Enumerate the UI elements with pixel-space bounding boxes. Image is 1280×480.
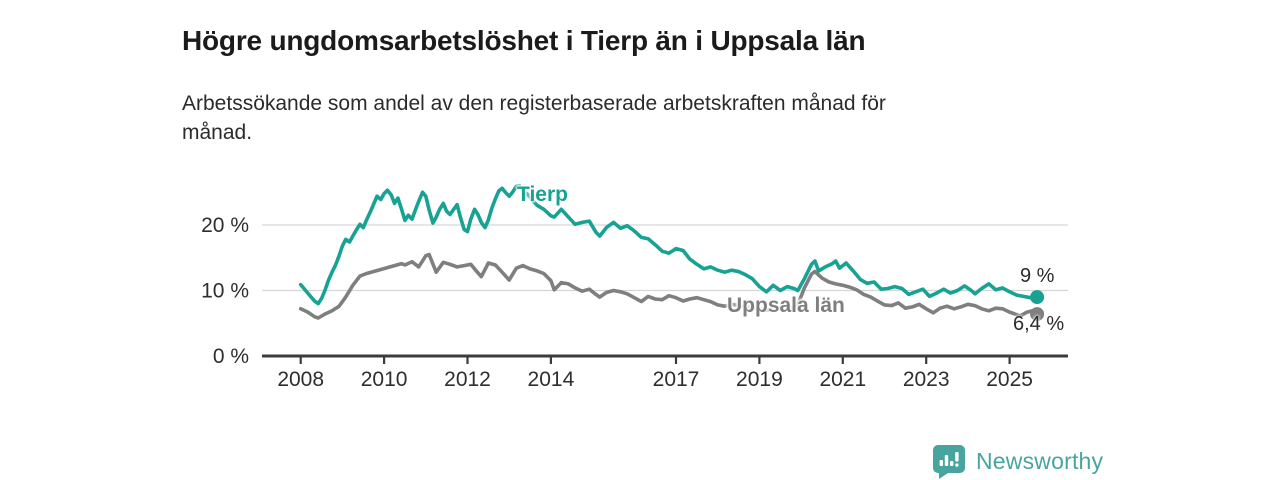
x-tick-label: 2019 <box>736 368 783 391</box>
series-label-uppsala-lan: Uppsala län <box>727 294 845 317</box>
series-line-tierp <box>298 183 1039 306</box>
x-tick-label: 2021 <box>819 368 866 391</box>
chart-subtitle: Arbetssökande som andel av den registerb… <box>182 89 1062 147</box>
subtitle-line-2: månad. <box>182 121 253 144</box>
series-end-dot-tierp <box>1030 290 1045 305</box>
x-tick-label: 2025 <box>986 368 1033 391</box>
x-tick-label: 2017 <box>653 368 700 391</box>
end-value-label-tierp: 9 % <box>1020 265 1055 287</box>
y-tick-label: 0 % <box>213 345 249 368</box>
x-tick-label: 2010 <box>361 368 408 391</box>
y-tick-label: 10 % <box>201 280 249 303</box>
brand-name: Newsworthy <box>976 448 1104 474</box>
x-tick-label: 2023 <box>903 368 950 391</box>
x-tick-label: 2012 <box>444 368 491 391</box>
x-tick-label: 2008 <box>277 368 324 391</box>
bar-chart-speech-bubble-icon <box>933 445 965 479</box>
y-tick-label: 20 % <box>201 214 249 237</box>
subtitle-line-1: Arbetssökande som andel av den registerb… <box>182 92 886 115</box>
x-tick-label: 2014 <box>528 368 575 391</box>
page-title: Högre ungdomsarbetslöshet i Tierp än i U… <box>182 24 866 56</box>
end-value-label-uppsala-lan: 6,4 % <box>1013 313 1065 335</box>
newsworthy-logo: Newsworthy <box>932 444 1103 479</box>
series-end-dot-uppsala-l-n <box>1030 307 1045 322</box>
series-label-tierp: Tierp <box>517 183 568 206</box>
series-line-uppsala-l-n <box>298 252 1039 320</box>
